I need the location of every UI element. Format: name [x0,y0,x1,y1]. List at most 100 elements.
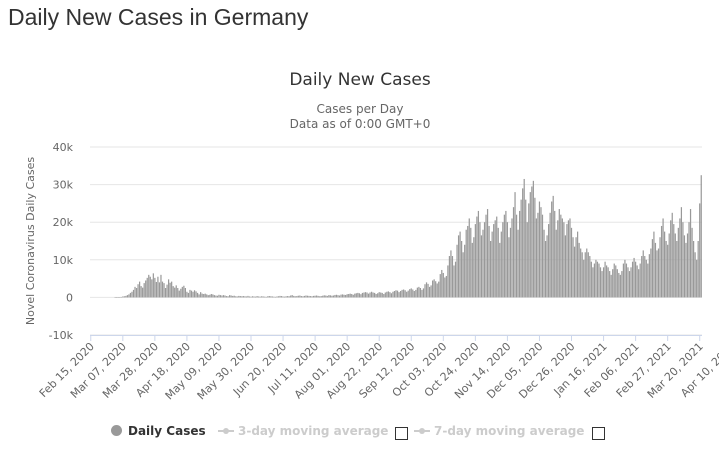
bar [145,280,147,298]
bar [444,277,446,298]
bar [468,218,470,298]
bar [677,227,679,298]
bar [427,283,429,298]
bar [177,288,179,298]
bar [650,248,652,298]
gray-dot-icon [111,425,122,436]
bar [309,296,312,298]
bar [586,248,588,298]
legend-item-7-day-moving-average[interactable]: 7-day moving average [414,424,584,438]
bar [116,297,118,298]
bar [686,233,689,298]
bar [303,295,306,298]
bar [557,220,559,298]
bar [532,180,534,298]
chart-subtitle-line-2: Data as of 0:00 GMT+0 [290,117,431,131]
bar [340,294,342,298]
bar [474,224,476,298]
checkbox-icon-7-day-moving-average[interactable] [592,427,605,440]
bar [641,256,643,298]
bar [546,235,548,298]
bar [584,252,586,298]
bar [435,281,437,298]
bar [697,241,699,298]
bar [639,263,641,298]
bar [450,250,452,298]
bar [604,261,606,298]
bar [280,296,283,298]
bar [285,296,287,298]
bar [334,294,336,298]
bar [477,210,480,298]
y-tick-label: 20k [53,216,74,229]
bar [352,294,354,298]
bar [602,267,605,298]
bar [657,248,660,298]
bar [561,218,563,298]
bar [305,295,307,298]
bar [148,274,150,298]
bar [224,295,226,298]
bar [331,295,333,298]
bar [274,296,277,298]
checkbox-icon-3-day-moving-average[interactable] [395,427,408,440]
bar [482,229,484,298]
bar [291,295,293,298]
bar [613,263,615,298]
bar [323,295,325,298]
bar [528,203,530,298]
bar [332,295,335,298]
bar [146,277,148,298]
bar [668,233,670,298]
bar [689,209,692,298]
bar [232,295,234,298]
bar [538,201,541,298]
bar [424,284,426,298]
y-tick-label: 0 [66,291,73,304]
bar [555,229,557,298]
bar [491,231,493,298]
page-title: Daily New Cases in Germany [8,4,309,30]
bar [683,235,686,298]
bar [401,289,403,298]
bar [700,175,702,298]
bar [288,296,290,298]
bar [631,261,634,298]
bar [151,279,153,298]
bar [470,227,472,298]
bar [131,291,133,298]
bar [142,287,144,298]
bar [554,210,556,298]
bar [573,246,576,298]
bar [178,290,180,298]
bar [316,295,318,298]
bar [577,231,579,298]
bar [419,288,422,298]
bar [502,222,504,298]
bar [610,274,612,298]
bar [270,296,272,298]
bar [210,294,212,298]
bar [138,281,141,298]
bar [647,263,649,298]
legend-item-3-day-moving-average[interactable]: 3-day moving average [218,424,388,438]
bar [216,295,219,298]
bar [616,269,618,298]
legend-item-daily-cases[interactable]: Daily Cases [111,424,206,438]
bar [219,295,222,298]
bar [638,269,640,298]
bar [485,214,487,298]
bar [126,295,128,298]
bar [175,285,177,298]
bar [169,282,171,298]
bar [120,296,122,298]
bar [488,225,490,298]
bar [355,293,357,298]
bar [250,296,252,298]
bar [172,286,174,298]
bar [345,294,347,298]
bar [670,220,672,298]
bar [383,294,385,298]
bar [204,293,206,298]
